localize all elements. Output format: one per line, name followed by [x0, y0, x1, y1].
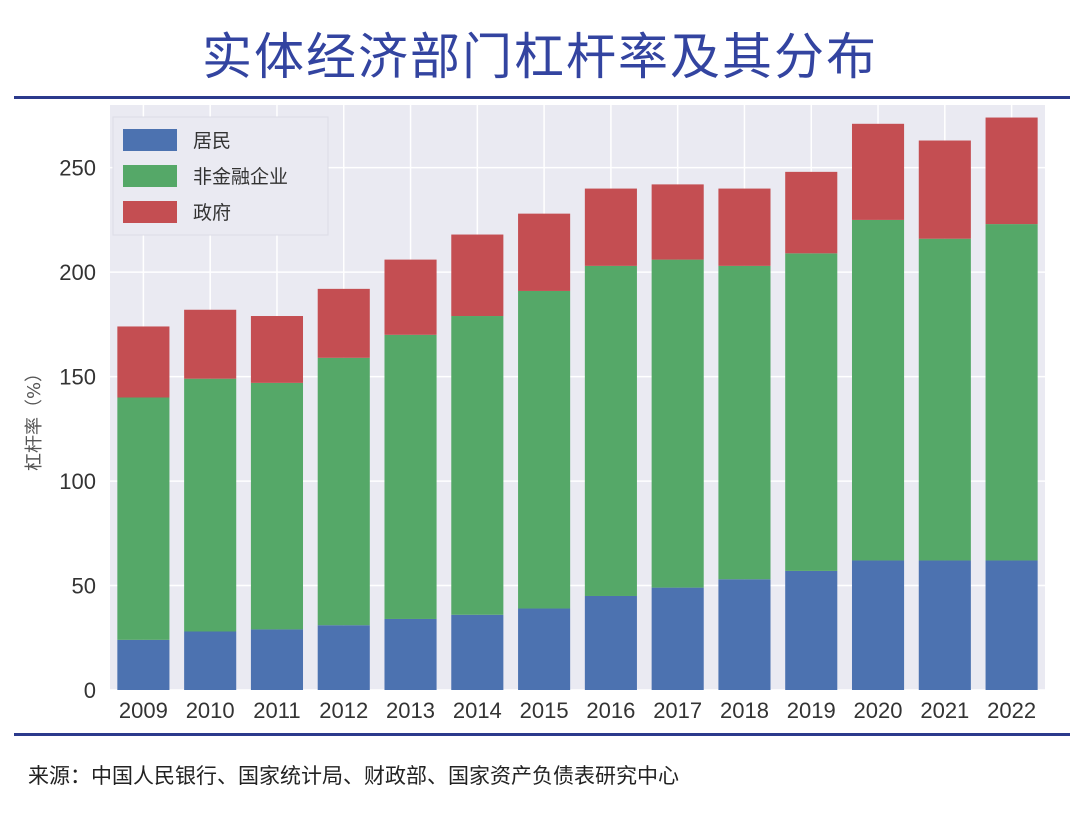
x-tick-label: 2016: [586, 698, 635, 723]
bar-segment: [651, 587, 704, 690]
x-tick-label: 2021: [920, 698, 969, 723]
bar-segment: [518, 213, 571, 291]
bar-segment: [985, 224, 1038, 561]
bar-segment: [584, 188, 637, 266]
legend-label: 非金融企业: [193, 166, 288, 188]
bar-segment: [317, 288, 370, 358]
legend-label: 政府: [193, 202, 231, 224]
bar-segment: [317, 625, 370, 690]
legend-swatch: [123, 201, 177, 223]
bar-segment: [785, 570, 838, 690]
bar-segment: [117, 639, 170, 690]
bar-segment: [250, 629, 304, 690]
x-tick-label: 2010: [186, 698, 235, 723]
x-tick-label: 2015: [520, 698, 569, 723]
bar-segment: [718, 265, 771, 580]
source-note: 来源：中国人民银行、国家统计局、财政部、国家资产负债表研究中心: [28, 764, 679, 788]
legend-swatch: [123, 129, 177, 151]
bar-segment: [451, 234, 504, 317]
bar-segment: [250, 316, 304, 383]
y-tick-label: 200: [59, 260, 96, 285]
page-title: 实体经济部门杠杆率及其分布: [202, 28, 878, 86]
x-tick-label: 2019: [787, 698, 836, 723]
bar-segment: [384, 334, 437, 619]
bar-segment: [384, 259, 437, 335]
legend-swatch: [123, 165, 177, 187]
bar-segment: [785, 253, 838, 571]
x-tick-label: 2013: [386, 698, 435, 723]
x-tick-label: 2014: [453, 698, 502, 723]
bar-segment: [384, 618, 437, 690]
y-tick-label: 100: [59, 469, 96, 494]
bar-segment: [451, 614, 504, 690]
bar-segment: [851, 123, 905, 220]
bar-segment: [651, 259, 704, 588]
y-tick-label: 50: [72, 574, 96, 599]
chart-container: 0 50 100 150 200 250 2009 2010 2011 2012 2013 2014 2…: [0, 100, 1080, 730]
footer-divider: [14, 733, 1070, 736]
x-tick-label: 2017: [653, 698, 702, 723]
y-tick-label: 250: [59, 156, 96, 181]
x-tick-label: 2012: [319, 698, 368, 723]
bar-segment: [184, 631, 237, 690]
bar-segment: [250, 382, 304, 630]
bar-segment: [718, 188, 771, 266]
bar-segment: [117, 397, 170, 640]
bar-segment: [117, 326, 170, 398]
bar-segment: [584, 595, 637, 690]
bar-segment: [918, 140, 971, 239]
x-tick-label: 2020: [854, 698, 903, 723]
y-tick-label: 0: [84, 678, 96, 703]
bar-segment: [851, 219, 905, 561]
bar-segment: [518, 608, 571, 690]
bar-segment: [918, 560, 971, 690]
bar-segment: [918, 238, 971, 561]
bar-segment: [184, 309, 237, 379]
bar-segment: [518, 290, 571, 609]
legend-label: 居民: [193, 130, 231, 152]
bar-segment: [985, 117, 1038, 225]
x-tick-label: 2022: [987, 698, 1036, 723]
bar-segment: [985, 560, 1038, 690]
x-tick-label: 2009: [119, 698, 168, 723]
x-tick-label: 2018: [720, 698, 769, 723]
x-tick-label: 2011: [253, 698, 300, 723]
title-divider: [14, 96, 1070, 99]
bar-segment: [451, 316, 504, 615]
y-axis-label: 杠杆率（%）: [24, 364, 45, 471]
bar-segment: [317, 357, 370, 626]
bar-segment: [184, 378, 237, 632]
bar-segment: [785, 171, 838, 254]
bar-segment: [651, 184, 704, 260]
bar-segment: [718, 579, 771, 690]
y-tick-label: 150: [59, 365, 96, 390]
stacked-bar-chart: 0 50 100 150 200 250 2009 2010 2011 2012 2013 2014 2…: [24, 105, 1045, 723]
bar-segment: [584, 265, 637, 596]
bar-segment: [851, 560, 905, 690]
